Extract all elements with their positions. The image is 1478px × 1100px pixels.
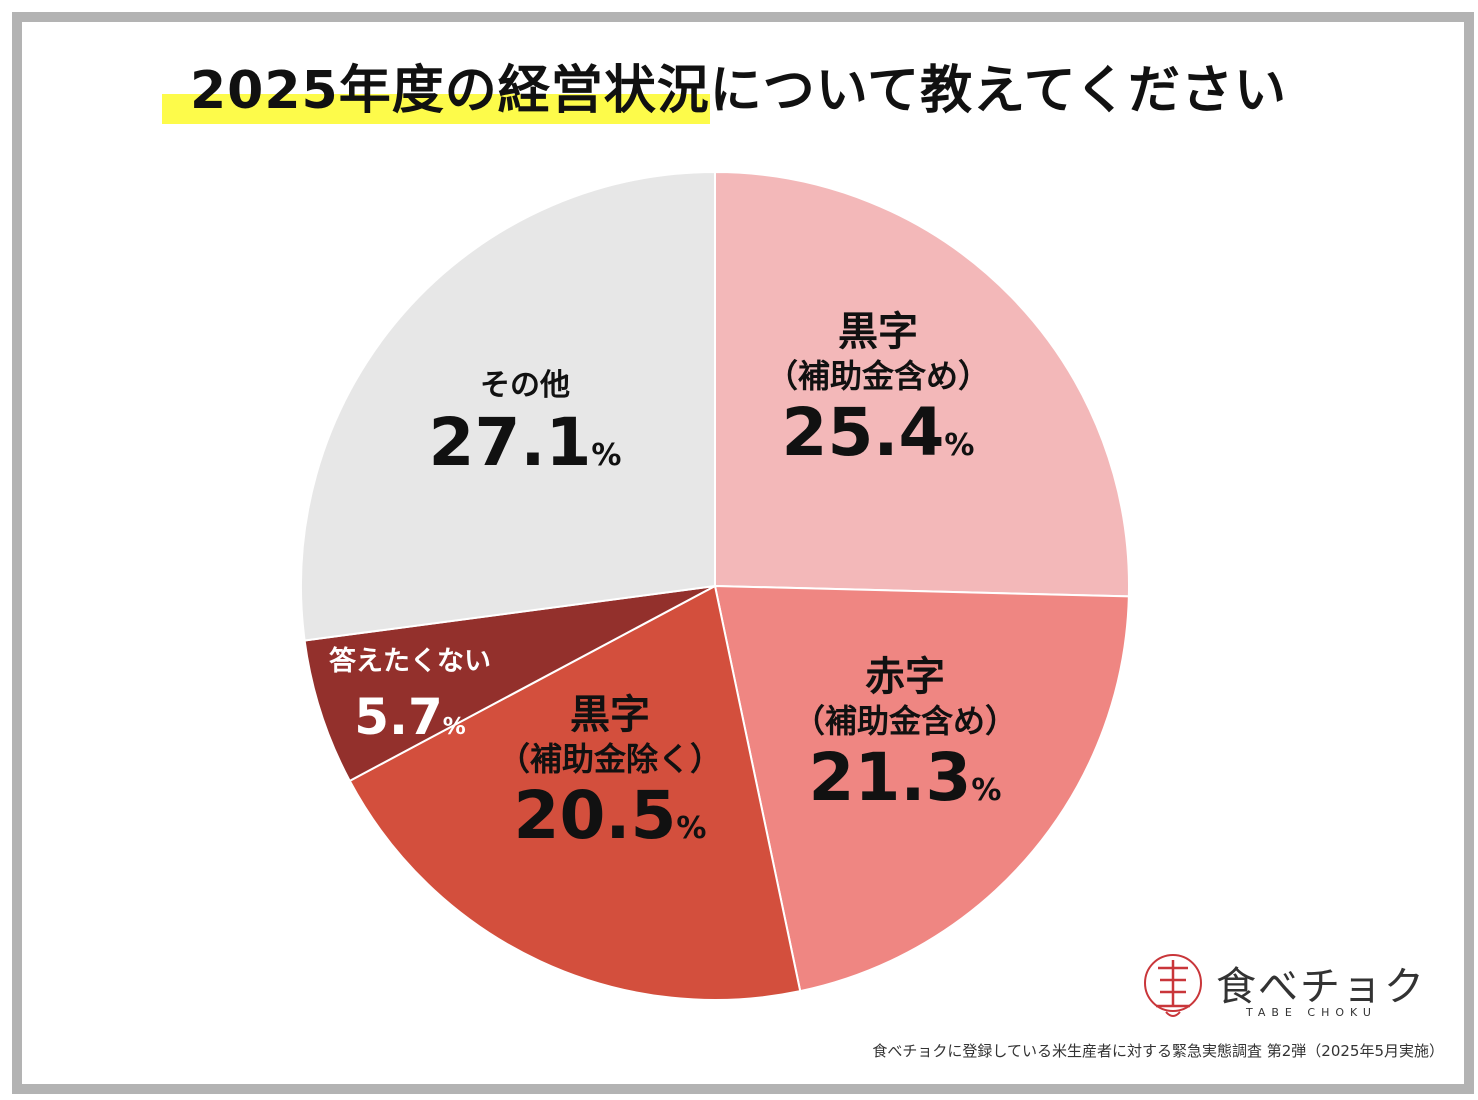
slice-name-label: 赤字	[865, 654, 945, 700]
logo-name: 食べチョク	[1216, 964, 1426, 1010]
tabechoku-logo: 食べチョク TABE CHOKU	[1138, 950, 1424, 1030]
survey-footnote: 食べチョクに登録している米生産者に対する緊急実態調査 第2弾（2025年5月実施…	[872, 1042, 1444, 1060]
slice-name-label: 黒字	[838, 309, 918, 355]
percent-unit: %	[944, 428, 974, 463]
title-block: 2025年度の経営状況について教えてください	[162, 48, 1288, 128]
slice-label-group: 黒字（補助金除く）20.5%	[498, 692, 722, 854]
title-highlight	[162, 94, 710, 124]
slice-sub-label: （補助金含め）	[793, 702, 1017, 740]
slice-name-label: 黒字	[570, 692, 650, 738]
chart-title: 2025年度の経営状況について教えてください	[190, 61, 1288, 121]
slice-value-label: 20.5%	[514, 777, 707, 854]
pie-slice	[300, 170, 716, 642]
pie-slice	[348, 584, 802, 1001]
slice-name-label: その他	[480, 368, 570, 403]
slice-sub-label: （補助金含め）	[766, 357, 990, 395]
percent-unit: %	[971, 773, 1001, 808]
percent-unit: %	[676, 811, 706, 846]
percent-unit: %	[591, 438, 621, 473]
slice-value-label: 21.3%	[809, 739, 1002, 816]
pie-slice	[714, 170, 1130, 598]
slice-sub-label: （補助金除く）	[498, 740, 722, 778]
slice-label-group: 黒字（補助金含め）25.4%	[766, 309, 990, 471]
slice-label-group: 赤字（補助金含め）21.3%	[793, 654, 1017, 816]
percent-unit: %	[443, 714, 466, 740]
slice-value-label: 27.1%	[429, 404, 622, 481]
logo-subtitle: TABE CHOKU	[1246, 1006, 1377, 1019]
pie-slice	[303, 585, 716, 783]
slice-value-label: 25.4%	[782, 394, 975, 471]
slice-name-label: 答えたくない	[329, 645, 491, 677]
logo-emblem-icon	[1144, 954, 1202, 1017]
pie-slice	[713, 584, 1130, 993]
